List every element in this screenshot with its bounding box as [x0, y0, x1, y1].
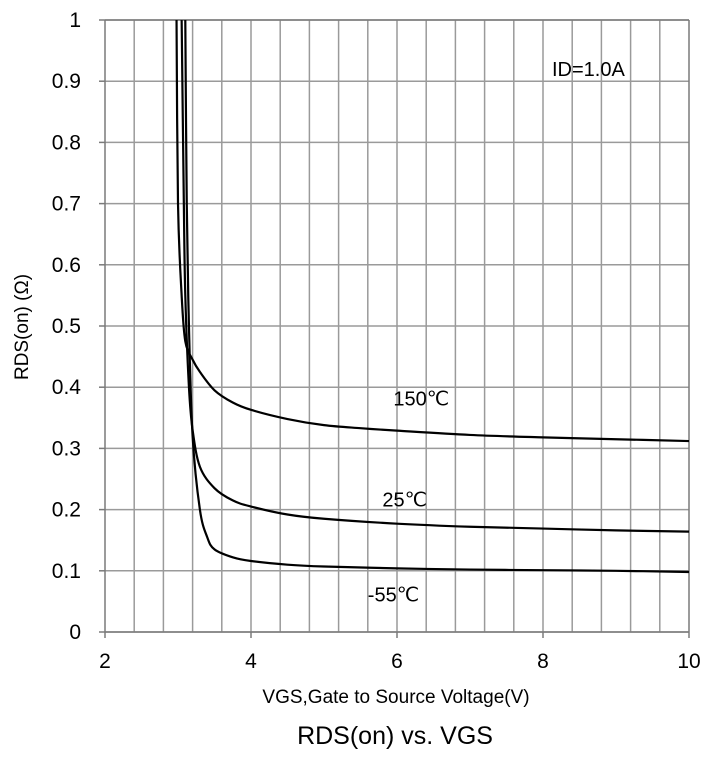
- series-line--55C: [184, 19, 690, 574]
- x-axis-label: VGS,Gate to Source Voltage(V): [262, 687, 529, 708]
- x-tick-label: 4: [245, 650, 257, 673]
- y-tick-label: 0.8: [52, 131, 81, 154]
- curve-label: -55℃: [368, 584, 419, 606]
- y-tick-label: 0: [69, 621, 81, 644]
- x-tick-label: 2: [99, 650, 111, 673]
- y-tick-label: 0.2: [52, 499, 81, 522]
- y-tick-label: 0.3: [52, 437, 81, 460]
- x-tick-label: 8: [537, 650, 549, 673]
- y-tick-label: 0.4: [52, 376, 82, 399]
- test-condition-annotation: ID=1.0A: [552, 59, 625, 81]
- chart-title: RDS(on) vs. VGS: [297, 722, 493, 750]
- x-tick-labels: 2 4 6 8 10: [99, 632, 701, 673]
- y-tick-label: 0.7: [52, 193, 81, 216]
- y-axis-label: RDS(on) (Ω): [12, 274, 33, 380]
- x-tick-label: 6: [391, 650, 403, 673]
- y-tick-label: 0.5: [52, 315, 81, 338]
- y-tick-label: 0.1: [52, 560, 81, 583]
- curve-label: 25℃: [382, 490, 427, 512]
- y-tick-label: 1: [69, 9, 81, 32]
- series-line-150C: [175, 19, 690, 443]
- data-curves: [175, 19, 690, 574]
- y-tick-label: 0.9: [52, 70, 81, 93]
- curve-label: 150℃: [393, 389, 449, 411]
- y-tick-labels: 0 0.1 0.2 0.3 0.4 0.5 0.6 0.7 0.8 0.9 1: [52, 9, 105, 644]
- x-tick-label: 10: [677, 650, 700, 673]
- series-line-25C: [180, 19, 690, 533]
- curve-labels: 150℃ 25℃ -55℃: [368, 389, 449, 607]
- y-tick-label: 0.6: [52, 254, 81, 277]
